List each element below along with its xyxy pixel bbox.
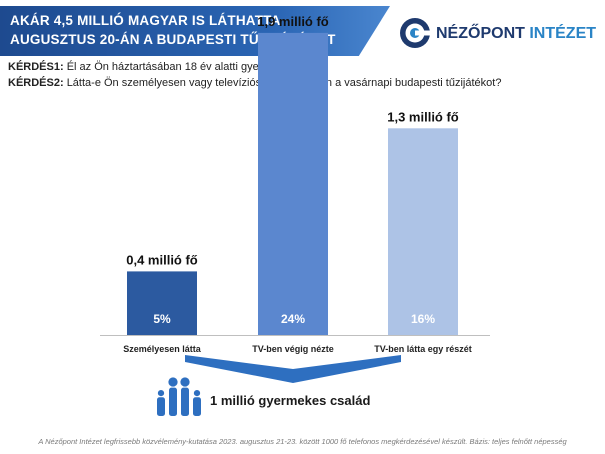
percent-label-2: 24% <box>281 312 305 326</box>
family-caption: 1 millió gyermekes család <box>210 393 371 408</box>
title-line-2: AUGUSZTUS 20-ÁN A BUDAPESTI TŰZIJÁTÉKOT <box>10 32 336 47</box>
title-line-1: AKÁR 4,5 MILLIÓ MAGYAR IS LÁTHATTA <box>10 13 281 28</box>
logo-mark-icon <box>400 18 430 48</box>
logo-wordmark: NÉZŐPONT INTÉZET <box>436 25 596 43</box>
nezopont-logo: NÉZŐPONT INTÉZET <box>398 16 598 56</box>
bar-2 <box>258 32 328 336</box>
question-1-text: Él az Ön háztartásában 18 év alatti gyer… <box>66 61 290 73</box>
percent-label-3: 16% <box>411 312 435 326</box>
chevron-arrow-icon <box>185 355 401 383</box>
value-label-1: 0,4 millió fő <box>126 252 198 267</box>
bar-1 <box>127 271 197 335</box>
category-label-2: TV-ben végig nézte <box>252 344 334 354</box>
footnote: A Nézőpont Intézet legfrissebb közvélemé… <box>38 437 567 446</box>
question-2-label: KÉRDÉS2: <box>8 77 64 89</box>
value-label-2: 1,9 millió fő <box>257 14 329 29</box>
family-icon <box>157 377 201 416</box>
question-1-label: KÉRDÉS1: <box>8 61 64 73</box>
value-label-3: 1,3 millió fő <box>387 109 459 124</box>
logo-part-1: NÉZŐPONT <box>436 25 525 42</box>
percent-label-1: 5% <box>153 312 171 326</box>
title-banner: AKÁR 4,5 MILLIÓ MAGYAR IS LÁTHATTA AUGUS… <box>0 6 390 56</box>
logo-part-2: INTÉZET <box>529 25 597 42</box>
question-1: KÉRDÉS1: Él az Ön háztartásában 18 év al… <box>8 61 289 73</box>
category-label-3: TV-ben látta egy részét <box>374 344 472 354</box>
bar-3 <box>388 128 458 335</box>
category-label-1: Személyesen látta <box>123 344 202 354</box>
